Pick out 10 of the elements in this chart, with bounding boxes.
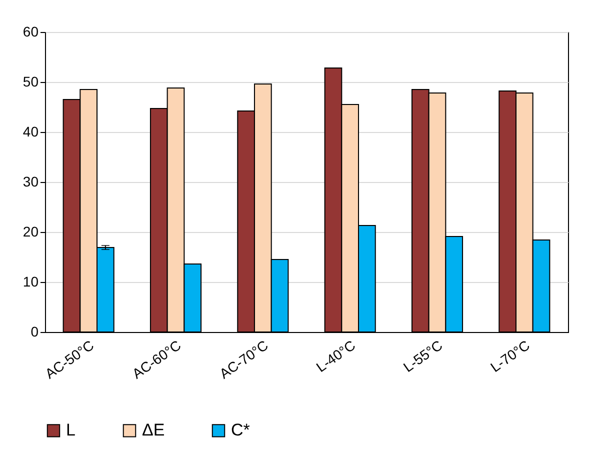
legend-label: L <box>66 420 76 440</box>
y-tick-label: 30 <box>22 174 39 190</box>
y-tick-label: 0 <box>30 324 39 340</box>
y-tick-label: 20 <box>22 224 39 240</box>
legend-label: ΔE <box>142 420 165 440</box>
y-tick-label: 60 <box>22 24 39 40</box>
y-tick-label: 50 <box>22 74 39 90</box>
y-tick-label: 10 <box>22 274 39 290</box>
y-tick-label: 40 <box>22 124 39 140</box>
legend-label: C* <box>231 420 250 440</box>
